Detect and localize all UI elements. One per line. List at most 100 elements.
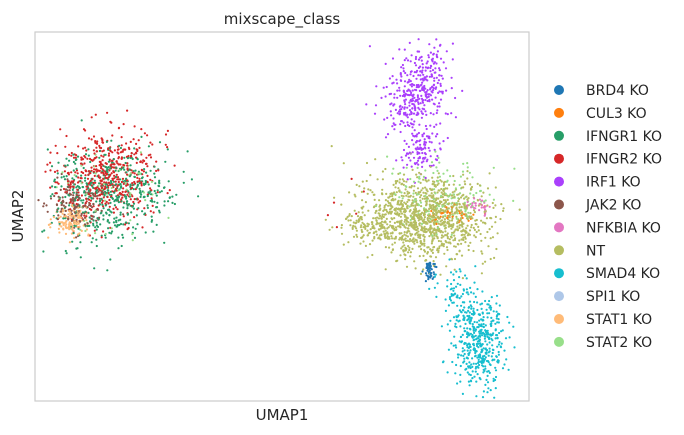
legend-label: NFKBIA KO [586,220,661,236]
scatter-point [468,229,472,232]
scatter-point [439,82,442,85]
scatter-point [101,163,104,166]
scatter-point [405,142,408,145]
scatter-point [128,175,131,178]
scatter-point [116,176,120,179]
scatter-point [393,241,396,244]
scatter-point [463,357,466,360]
scatter-point [377,217,381,220]
scatter-point [93,165,96,168]
scatter-point [353,209,356,212]
scatter-point [449,271,453,274]
scatter-point [394,182,397,185]
scatter-point [119,222,123,226]
scatter-point [136,176,139,179]
scatter-point [398,196,401,199]
scatter-point [71,177,74,180]
scatter-point [125,171,128,174]
scatter-point [426,60,429,63]
scatter-point [487,245,490,248]
scatter-point [421,151,424,155]
scatter-point [484,367,487,370]
scatter-point [437,79,440,82]
scatter-point [442,199,445,202]
scatter-point [466,170,469,173]
scatter-point [419,245,422,248]
scatter-point [117,189,120,192]
scatter-point [495,334,498,337]
scatter-point [399,123,402,126]
scatter-point [122,223,125,226]
scatter-point [116,185,119,188]
scatter-point [163,241,166,244]
scatter-point [419,102,422,105]
scatter-point [82,199,85,202]
scatter-point [400,66,403,69]
scatter-point [405,57,408,60]
scatter-point [425,274,428,277]
scatter-point [147,145,150,148]
scatter-point [497,361,500,364]
scatter-point [131,205,134,208]
scatter-point [435,295,438,298]
legend-entry: IFNGR2 KO [554,152,662,168]
scatter-point [66,164,69,167]
scatter-point [108,205,111,208]
scatter-point [76,233,79,236]
scatter-point [97,190,100,193]
scatter-point [454,228,457,231]
scatter-point [491,236,495,239]
scatter-point [480,361,484,364]
scatter-point [430,209,433,213]
scatter-point [474,236,477,239]
scatter-point [83,162,86,165]
scatter-point [398,190,401,193]
scatter-point [403,244,406,247]
scatter-point [400,219,403,222]
scatter-point [400,194,403,197]
scatter-point [400,120,403,123]
scatter-point [399,226,402,229]
scatter-point [417,216,420,219]
scatter-point [477,358,480,361]
scatter-point [103,199,107,202]
scatter-point [476,182,479,185]
scatter-point [67,193,70,196]
scatter-point [358,185,361,188]
scatter-point [61,196,64,199]
scatter-point [444,209,447,212]
scatter-point [418,140,421,143]
scatter-point [111,230,114,233]
scatter-point [401,204,404,207]
scatter-point [73,224,76,227]
scatter-point [484,236,487,239]
scatter-point [429,194,432,197]
scatter-point [62,204,65,207]
scatter-point [411,233,414,236]
scatter-point [416,94,419,97]
scatter-point [94,172,97,175]
scatter-point [110,121,113,124]
scatter-point [144,162,148,165]
scatter-point [101,159,104,162]
scatter-point [136,223,139,226]
scatter-point [450,208,453,211]
scatter-point [71,240,74,243]
scatter-point [381,213,384,216]
scatter-point [380,220,384,223]
scatter-point [78,225,81,228]
scatter-point [64,225,67,228]
scatter-point [142,191,145,194]
scatter-point [462,173,465,176]
scatter-point [408,240,411,243]
scatter-point [482,359,485,362]
scatter-point [471,217,474,220]
scatter-point [416,241,419,244]
scatter-point [107,202,110,205]
scatter-point [440,191,443,194]
scatter-point [415,135,418,138]
scatter-point [73,207,76,210]
scatter-point [432,271,435,274]
scatter-point [158,191,161,194]
scatter-point [390,192,393,195]
